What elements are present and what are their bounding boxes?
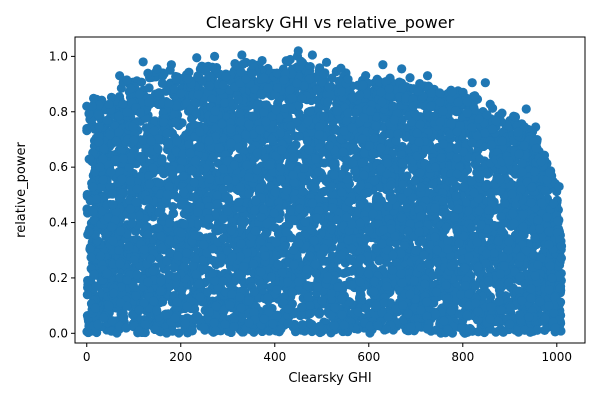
scatter-point [157,78,167,89]
scatter-point [168,208,179,219]
scatter-point [327,73,337,83]
scatter-point [238,59,248,69]
scatter-point [279,292,289,302]
scatter-point [297,319,308,330]
scatter-point [88,93,99,103]
scatter-point [177,156,187,166]
scatter-point [195,142,205,152]
scatter-point [162,256,172,266]
points-layer [82,46,567,338]
scatter-point [365,321,375,331]
scatter-point [405,73,415,83]
scatter-point [336,63,346,73]
scatter-point [513,325,523,335]
scatter-point [136,77,147,87]
scatter-point [237,313,247,323]
scatter-point [94,122,104,132]
scatter-point [89,215,99,225]
scatter-point [428,270,438,281]
scatter-point [150,116,160,126]
scatter-point [105,182,115,192]
scatter-point [385,91,395,101]
scatter-point [264,307,274,317]
scatter-point [225,183,235,193]
scatter-point [426,88,436,98]
scatter-point [418,100,429,110]
scatter-point [230,176,240,186]
scatter-point [220,319,230,330]
scatter-point [460,197,471,207]
scatter-point [82,290,92,300]
scatter-point [435,88,445,98]
scatter-point [144,83,154,93]
scatter-point [154,178,165,188]
scatter-point [496,305,506,315]
scatter-point [91,281,101,291]
scatter-point [83,282,93,293]
scatter-point [470,91,480,101]
scatter-point [473,327,483,337]
scatter-point [391,304,401,314]
scatter-point [352,208,362,219]
scatter-point [391,238,401,248]
scatter-point [221,72,231,82]
